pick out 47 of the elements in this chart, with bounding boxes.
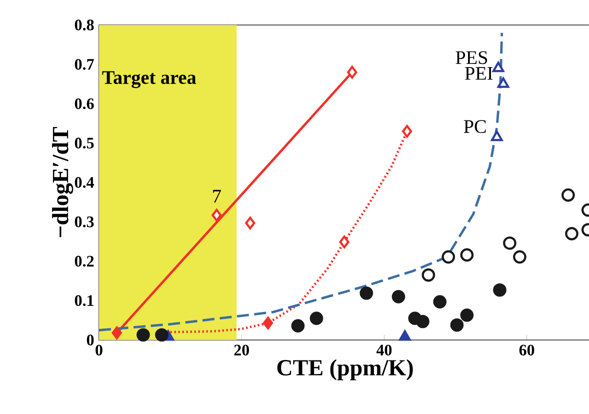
point: [291, 319, 305, 332]
x-tick-label: 20: [234, 344, 249, 356]
y-tick-label: 0.5: [74, 138, 94, 149]
x-tick-label: 60: [519, 344, 534, 356]
annotation: PES: [456, 51, 488, 64]
band-label: Target area: [102, 71, 196, 88]
y-tick-label: 0.3: [74, 216, 94, 228]
point: [310, 312, 324, 325]
y-tick-label: 0.7: [74, 58, 94, 70]
point: [136, 328, 150, 342]
point: [450, 318, 464, 332]
point: [155, 328, 168, 342]
point: [493, 283, 506, 297]
point: [497, 77, 510, 88]
point: [398, 330, 411, 341]
annotation: 7: [213, 190, 221, 202]
x-tick-label: 0: [96, 344, 102, 356]
x-axis-title: CTE (ppm/K): [277, 359, 413, 380]
point: [245, 216, 256, 230]
point: [442, 250, 456, 264]
y-tick-label: 0.1: [74, 295, 94, 306]
point: [347, 66, 358, 79]
point: [460, 308, 474, 322]
point: [433, 295, 446, 308]
point: [402, 124, 412, 138]
point: [112, 326, 122, 340]
point: [212, 208, 222, 222]
point: [360, 286, 374, 300]
point: [422, 268, 436, 282]
y-tick-label: 0.6: [74, 98, 94, 110]
point: [392, 290, 406, 304]
point: [503, 236, 516, 250]
point: [416, 314, 430, 328]
point: [339, 236, 350, 248]
point: [513, 250, 526, 264]
y-tick-label: 0.2: [74, 256, 94, 267]
annotation: PEI: [464, 67, 493, 80]
y-tick-label: 0.8: [74, 20, 94, 30]
point: [490, 130, 503, 142]
x-tick-label: 40: [376, 344, 392, 356]
annotation: PC: [464, 120, 486, 133]
point: [262, 316, 274, 330]
y-axis-title: −dlogE′/dT: [52, 126, 74, 238]
y-tick-label: 0.4: [74, 177, 94, 188]
point: [492, 62, 504, 72]
point: [460, 248, 474, 262]
y-tick-label: 0: [86, 334, 94, 346]
